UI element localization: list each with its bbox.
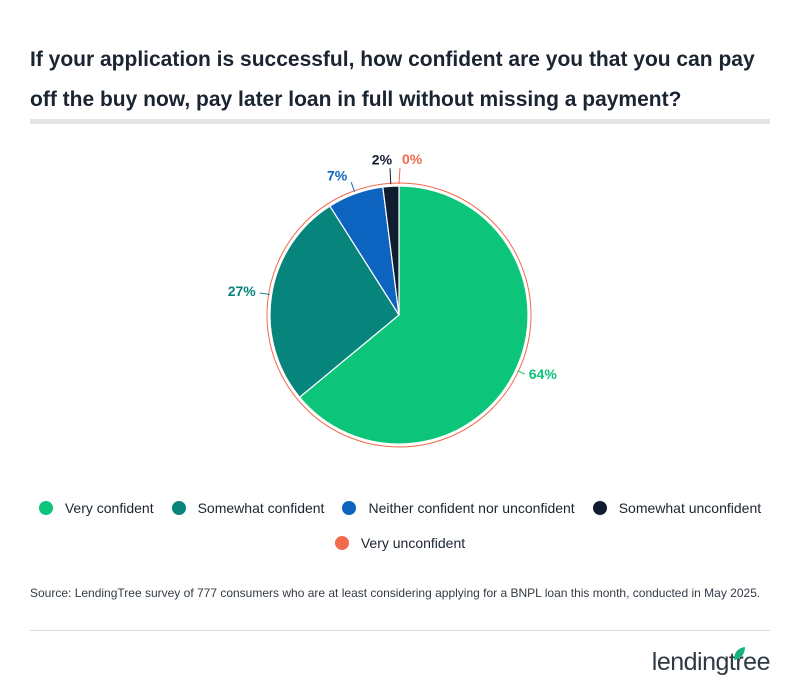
- legend-label: Very unconfident: [360, 535, 466, 551]
- somewhat-unconfident-slice: [382, 185, 400, 316]
- pie-chart: 64% 27% 7% 2% 0%: [228, 151, 558, 448]
- legend-item-very-unconfident: Very unconfident: [334, 535, 466, 551]
- somewhat-confident-leader-line: [259, 292, 270, 296]
- somewhat-unconfident-data-label: 2%: [372, 151, 393, 167]
- somewhat-confident-slice: [269, 205, 400, 399]
- legend-swatch: [171, 501, 186, 515]
- legend: Very confident Somewhat confident Neither …: [0, 500, 800, 516]
- logo-wordmark: lendingtree: [651, 648, 771, 676]
- very-confident-leader-line: [517, 370, 525, 375]
- legend-label: Neither confident nor unconfident: [368, 500, 575, 516]
- neither-confident-nor-unconfident-leader-line: [350, 182, 356, 192]
- title-divider: [30, 119, 770, 124]
- very-unconfident-leader-line: [398, 167, 401, 185]
- somewhat-confident-data-label: 27%: [228, 283, 257, 299]
- legend-swatch: [342, 501, 357, 515]
- lendingtree-logo: lendingtree: [651, 647, 771, 677]
- footer-divider: [30, 630, 770, 631]
- chart-title: If your application is successful, how c…: [30, 48, 755, 111]
- legend-item-somewhat-unconfident: Somewhat unconfident: [592, 500, 762, 516]
- leaf-icon: [734, 647, 745, 660]
- neither-confident-nor-unconfident-data-label: 7%: [327, 167, 348, 183]
- legend-item-neither-confident-nor-unconfident: Neither confident nor unconfident: [342, 500, 575, 516]
- legend-swatch: [592, 501, 607, 515]
- source-note: Source: LendingTree survey of 777 consum…: [30, 586, 761, 600]
- legend-row-2: Very unconfident: [0, 535, 800, 551]
- legend-label: Somewhat unconfident: [618, 500, 762, 516]
- legend-item-very-confident: Very confident: [38, 500, 154, 516]
- legend-label: Somewhat confident: [197, 500, 325, 516]
- legend-item-somewhat-confident: Somewhat confident: [171, 500, 325, 516]
- very-confident-slice: [298, 185, 529, 445]
- very-confident-data-label: 64%: [529, 366, 558, 382]
- somewhat-unconfident-leader-line: [389, 168, 392, 185]
- legend-swatch: [38, 501, 53, 515]
- legend-swatch: [334, 536, 349, 550]
- very-unconfident-data-label: 0%: [402, 151, 423, 167]
- legend-label: Very confident: [64, 500, 154, 516]
